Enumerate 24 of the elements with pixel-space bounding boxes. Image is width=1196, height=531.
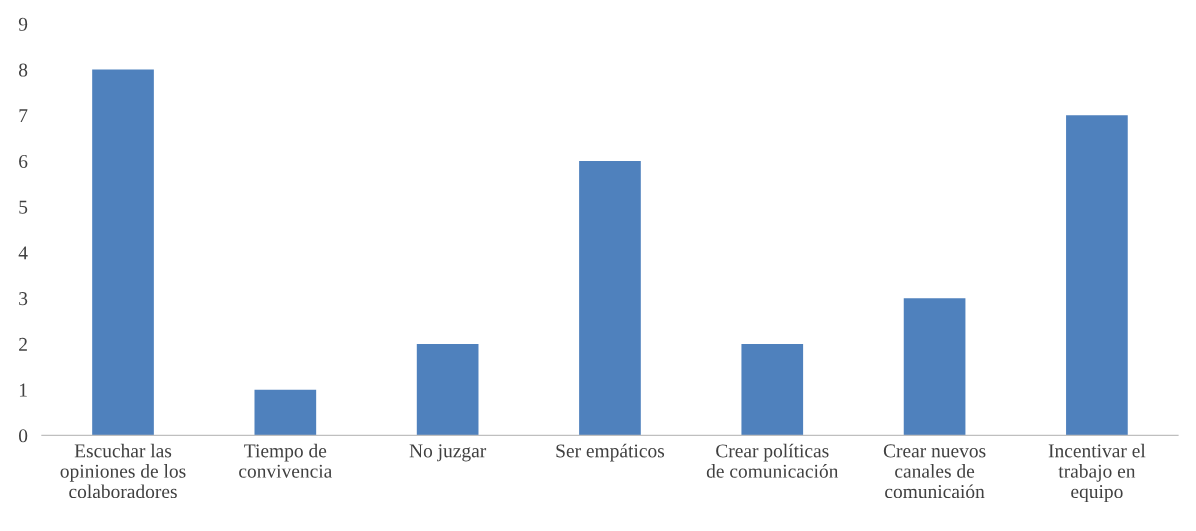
x-tick-label: Escuchar las opiniones de los colaboradores [60, 443, 186, 499]
y-tick-label: 2 [19, 337, 27, 351]
x-tick-label: Incentivar el trabajo en equipo [1048, 443, 1146, 503]
y-tick-label: 8 [18, 63, 28, 77]
bar [416, 343, 479, 436]
x-tick-label: Crear políticas de comunicación [706, 443, 839, 478]
y-tick-label: 7 [19, 109, 28, 123]
bar [579, 161, 641, 436]
y-tick-label: 6 [19, 154, 28, 169]
bar [254, 389, 317, 436]
y-tick-label: 9 [18, 17, 28, 31]
y-tick-label: 0 [18, 429, 28, 443]
bar [92, 69, 154, 436]
y-tick-label: 3 [19, 292, 28, 306]
x-tick-label: Crear nuevos canales de comunicaión [883, 444, 986, 499]
y-tick-label: 5 [19, 200, 28, 214]
y-tick-label: 1 [19, 383, 27, 397]
bar [903, 298, 966, 436]
x-tick-label: Tiempo de convivencia [239, 443, 333, 478]
bar [741, 343, 804, 436]
bar [1066, 115, 1128, 436]
x-tick-label: No juzgar [409, 444, 487, 462]
x-tick-label: Ser empáticos [556, 443, 665, 462]
y-tick-label: 4 [18, 246, 28, 260]
